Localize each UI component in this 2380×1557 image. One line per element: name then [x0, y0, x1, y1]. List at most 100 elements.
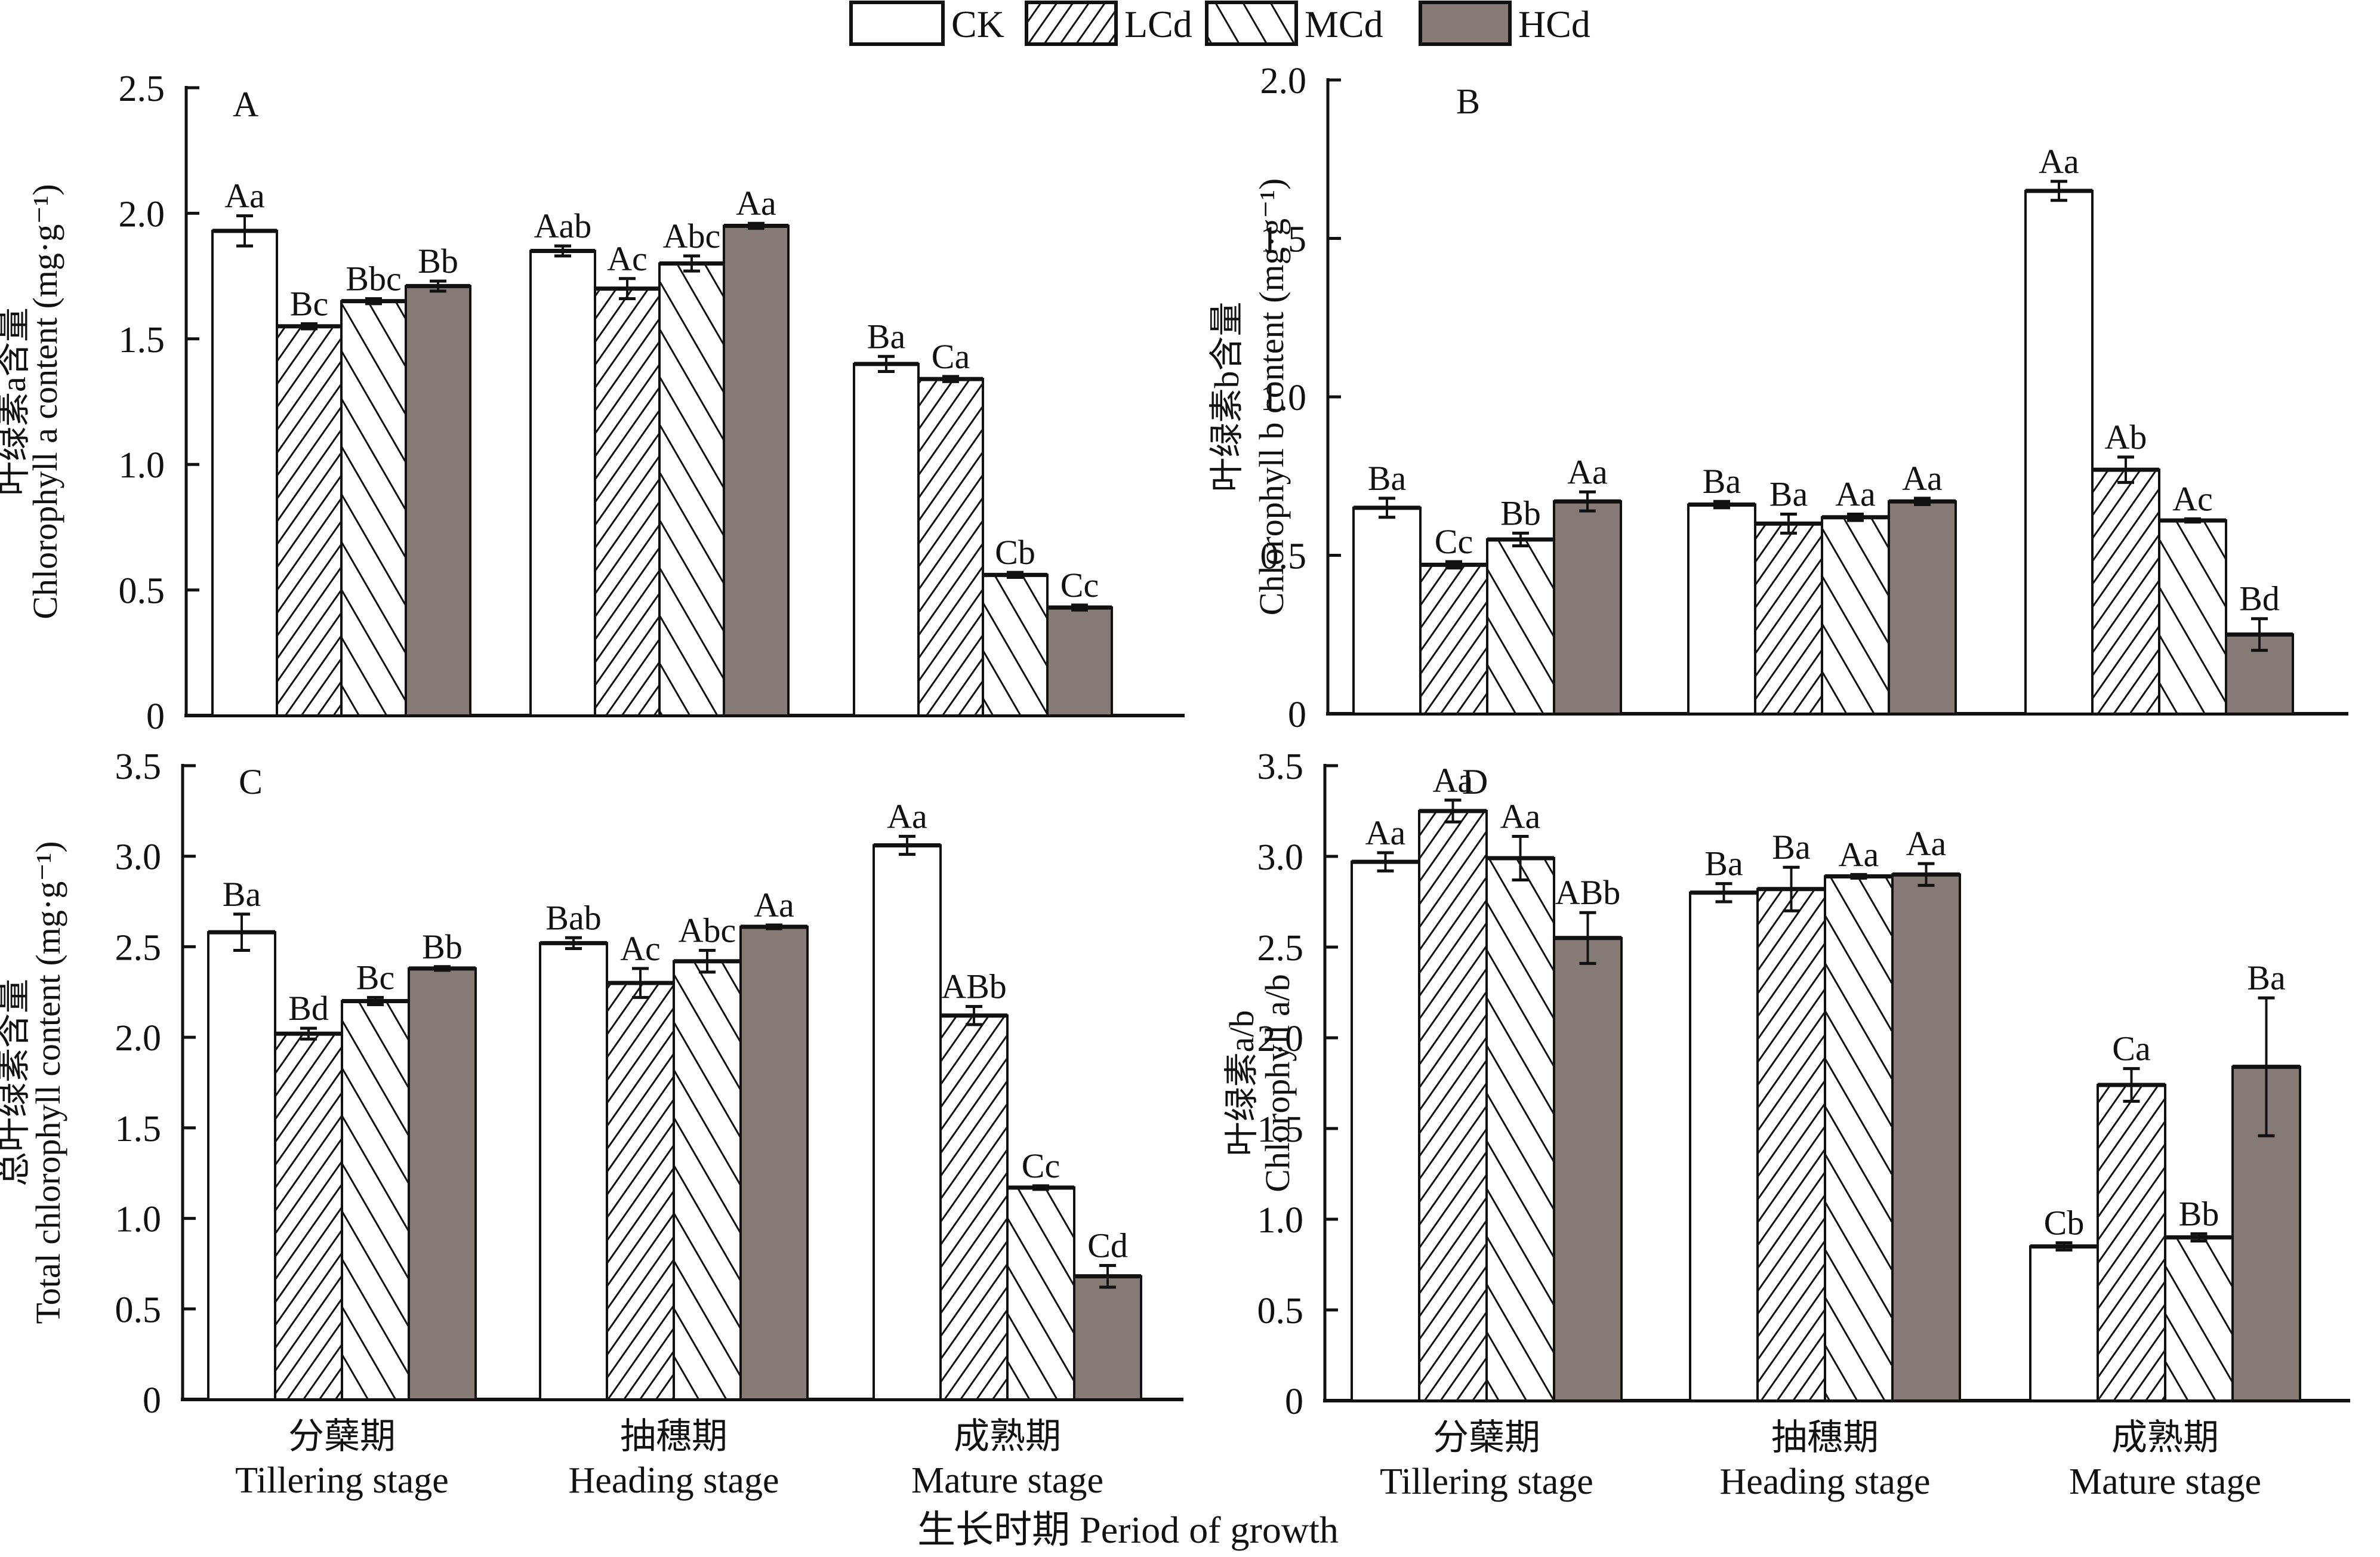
significance-label: Aa: [1906, 824, 1947, 863]
significance-label: Cc: [1435, 522, 1473, 561]
y-axis-label-zh: 总叶绿素含量: [0, 979, 33, 1186]
significance-label: Ac: [2172, 479, 2213, 518]
significance-label: Aa: [1567, 452, 1608, 491]
x-tick-label-en: Mature stage: [911, 1460, 1103, 1501]
bar-lcd-1: [594, 287, 661, 717]
significance-label: Aa: [224, 177, 265, 215]
bar-hcd-0: [1553, 936, 1623, 1402]
x-tick-label-zh: 抽穗期: [620, 1417, 727, 1456]
bar-hcd-0: [1553, 500, 1622, 715]
significance-label: Bb: [418, 242, 458, 280]
bar-mcd-0: [1485, 857, 1555, 1402]
bar-ck-0: [211, 229, 278, 717]
significance-label: Aa: [1500, 797, 1541, 836]
significance-label: Cb: [2044, 1204, 2085, 1242]
y-tick-label: 1.0: [119, 445, 165, 486]
significance-label: Aa: [754, 886, 794, 924]
legend-swatch-lcd: [1025, 1, 1118, 46]
bar-ck-1: [1689, 891, 1759, 1402]
legend-label-hcd: HCd: [1518, 3, 1590, 45]
legend-item-mcd: MCd: [1205, 1, 1383, 46]
y-tick-label: 0: [146, 696, 165, 737]
bar-lcd-1: [1754, 522, 1823, 716]
y-tick-label: 0.5: [115, 1290, 162, 1330]
x-tick-label-zh: 成熟期: [954, 1417, 1061, 1456]
bar-ck-0: [207, 931, 276, 1401]
significance-label: Aab: [534, 206, 592, 245]
x-tick-label-en: Heading stage: [1720, 1462, 1931, 1502]
y-tick-label: 1.5: [1260, 220, 1307, 260]
panel-letter: C: [239, 762, 263, 801]
panel-letter: A: [233, 85, 258, 124]
significance-label: Ac: [620, 929, 661, 968]
bar-lcd-0: [1419, 563, 1488, 715]
x-tick-label-en: Tillering stage: [1380, 1462, 1593, 1502]
y-tick-label: 0: [1285, 1382, 1303, 1422]
significance-label: Aa: [736, 184, 776, 223]
bar-ck-1: [539, 942, 608, 1401]
significance-label: Ba: [1703, 462, 1741, 501]
significance-label: Bbc: [346, 259, 401, 298]
significance-label: ABb: [1555, 873, 1621, 912]
legend-swatch-hcd: [1419, 1, 1512, 46]
bar-ck-2: [2029, 1245, 2099, 1402]
bar-mcd-0: [340, 300, 407, 717]
y-tick-label: 0: [1288, 695, 1306, 735]
y-tick-label: 1.0: [115, 1200, 162, 1240]
legend-item-ck: CK: [849, 1, 1004, 46]
legend: CK LCd MCd HCd: [849, 1, 1590, 46]
y-tick-label: 3.0: [1257, 837, 1304, 878]
legend-label-mcd: MCd: [1305, 3, 1383, 45]
significance-label: Ba: [1368, 459, 1406, 498]
significance-label: Bb: [2179, 1194, 2219, 1233]
legend-label-ck: CK: [951, 3, 1004, 45]
bar-mcd-1: [658, 262, 725, 717]
significance-label: Bb: [1500, 494, 1541, 532]
significance-label: Ab: [2105, 418, 2147, 457]
bar-lcd-2: [917, 378, 984, 717]
y-tick-label: 0.5: [1260, 537, 1307, 577]
y-tick-label: 1.0: [1260, 378, 1307, 418]
y-axis-label-en: Chlorophyll a/b: [1258, 974, 1297, 1192]
bar-ck-1: [529, 249, 596, 717]
x-tick-label-en: Mature stage: [2069, 1462, 2261, 1502]
bar-lcd-1: [1756, 887, 1826, 1402]
bar-lcd-2: [2097, 1084, 2166, 1402]
significance-label: Aa: [1835, 474, 1876, 513]
significance-label: Abc: [663, 217, 721, 255]
y-tick-label: 1.5: [119, 320, 165, 360]
significance-label: Aa: [1365, 813, 1406, 852]
significance-label: Ba: [1769, 474, 1808, 513]
x-tick-label-zh: 成熟期: [2111, 1418, 2219, 1457]
y-tick-label: 3.5: [115, 747, 162, 787]
bar-mcd-1: [673, 960, 742, 1401]
legend-item-hcd: HCd: [1419, 1, 1590, 46]
bar-mcd-1: [1821, 516, 1890, 716]
y-axis-label-zh: 叶绿素a/b: [1222, 1010, 1261, 1157]
significance-label: Abc: [679, 911, 736, 949]
bar-lcd-1: [606, 982, 675, 1401]
y-axis-label-en: Chlorophyll a content (mg·g⁻¹): [26, 184, 64, 619]
bar-hcd-0: [408, 967, 477, 1401]
significance-label: Bc: [356, 958, 394, 997]
significance-label: Aa: [1902, 459, 1943, 498]
panel-b-chlorophyll-b: 0 0.5 1.0 1.5 2.0 B 叶绿素b含量 Chlorophyll b conten…: [1207, 61, 2348, 735]
bar-hcd-2: [1046, 606, 1113, 717]
bar-mcd-1: [1824, 875, 1894, 1402]
x-tick-label-zh: 分蘖期: [1433, 1418, 1540, 1457]
bar-hcd-1: [1891, 873, 1961, 1402]
bar-mcd-2: [982, 574, 1049, 717]
bar-mcd-0: [341, 1000, 410, 1401]
significance-label: Cb: [995, 533, 1035, 572]
bar-hcd-1: [1888, 500, 1957, 715]
shared-x-axis-label: 生长时期 Period of growth: [917, 1509, 1339, 1551]
bar-ck-0: [1352, 506, 1422, 715]
y-tick-label: 1.0: [1257, 1200, 1304, 1241]
legend-item-lcd: LCd: [1025, 1, 1192, 46]
significance-label: Bc: [290, 285, 328, 323]
legend-label-lcd: LCd: [1124, 3, 1192, 45]
bar-ck-1: [1687, 503, 1756, 715]
significance-label: Ca: [2112, 1029, 2150, 1068]
